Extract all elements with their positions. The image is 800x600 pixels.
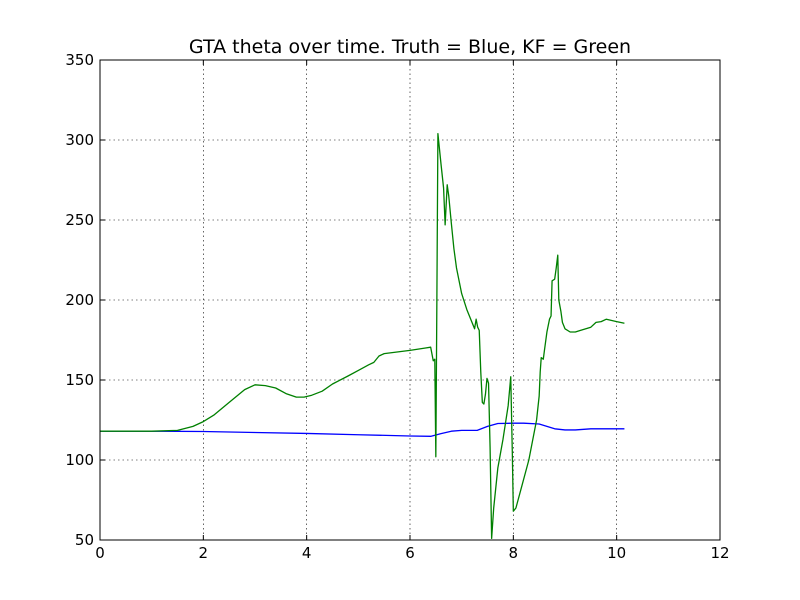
grid-lines — [100, 60, 720, 540]
chart-title: GTA theta over time. Truth = Blue, KF = … — [189, 36, 631, 58]
x-tick-label: 8 — [509, 544, 519, 562]
x-tick-label: 0 — [95, 544, 105, 562]
axis-ticks: 0 2 4 6 8 10 12 50 100 150 200 250 300 350 — [65, 51, 729, 562]
x-tick-label: 10 — [607, 544, 626, 562]
y-tick-label: 150 — [65, 371, 94, 389]
y-tick-label: 300 — [65, 131, 94, 149]
series-line-1 — [100, 132, 625, 540]
y-tick-label: 250 — [65, 211, 94, 229]
y-tick-label: 350 — [65, 51, 94, 69]
y-tick-label: 50 — [75, 531, 94, 549]
y-tick-label: 100 — [65, 451, 94, 469]
series-line-0 — [100, 422, 625, 437]
x-tick-label: 6 — [405, 544, 415, 562]
x-tick-label: 12 — [710, 544, 729, 562]
x-tick-label: 2 — [199, 544, 209, 562]
y-tick-label: 200 — [65, 291, 94, 309]
x-tick-label: 4 — [302, 544, 312, 562]
plot-series — [100, 132, 625, 540]
